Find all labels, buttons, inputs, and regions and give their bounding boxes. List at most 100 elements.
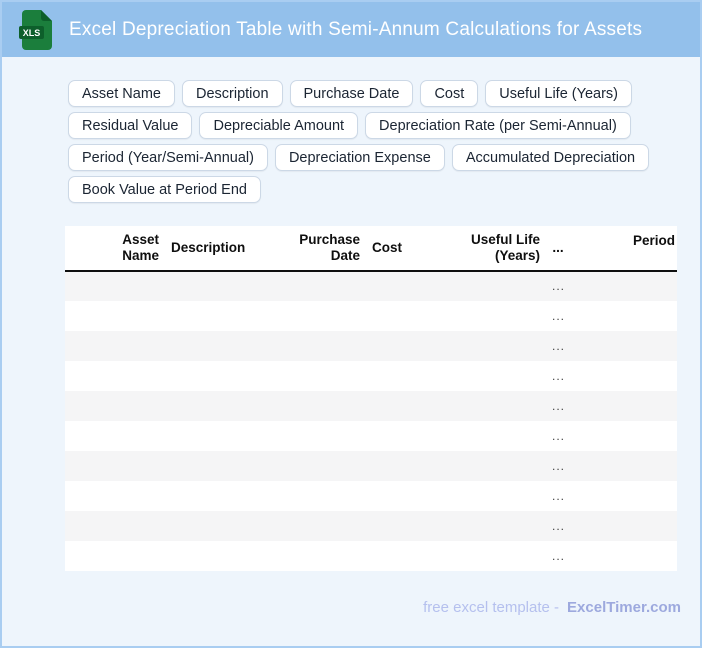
footer: free excel template - ExcelTimer.com <box>2 599 700 616</box>
table-cell <box>275 541 366 571</box>
table-cell-ellipsis: ... <box>552 368 566 383</box>
field-chip: Cost <box>420 80 479 107</box>
footer-brand-link[interactable]: ExcelTimer.com <box>567 598 681 616</box>
table-cell <box>165 541 275 571</box>
table-cell <box>65 421 165 451</box>
table-cell <box>570 271 677 301</box>
col-header-ellipsis: ... <box>546 226 570 272</box>
field-chip: Depreciation Rate (per Semi-Annual) <box>365 112 631 139</box>
table-cell <box>430 361 546 391</box>
table-cell <box>65 481 165 511</box>
chip-row: Book Value at Period End <box>68 176 700 203</box>
table-cell <box>65 541 165 571</box>
field-chip: Depreciable Amount <box>199 112 359 139</box>
table-cell <box>65 391 165 421</box>
table-cell <box>165 271 275 301</box>
table-body: .............................. <box>65 270 677 571</box>
table-cell <box>275 391 366 421</box>
table-cell <box>570 301 677 331</box>
table-cell <box>570 511 677 541</box>
table-cell-ellipsis: ... <box>552 518 566 533</box>
table-cell <box>570 361 677 391</box>
preview-table-wrap: Asset Name Description Purchase Date Cos… <box>65 226 677 571</box>
table-cell <box>570 541 677 571</box>
table-cell <box>165 391 275 421</box>
table-cell <box>366 301 430 331</box>
table-cell <box>65 331 165 361</box>
table-cell <box>366 451 430 481</box>
table-cell <box>430 421 546 451</box>
table-cell <box>65 271 165 301</box>
table-cell <box>430 511 546 541</box>
table-row: ... <box>65 510 677 541</box>
table-cell <box>165 301 275 331</box>
table-cell <box>275 271 366 301</box>
field-chip: Description <box>181 80 283 107</box>
table-cell <box>275 361 366 391</box>
table-cell <box>275 511 366 541</box>
table-cell <box>366 391 430 421</box>
table-row: ... <box>65 540 677 571</box>
table-row: ... <box>65 420 677 451</box>
table-cell <box>430 391 546 421</box>
table-row: ... <box>65 360 677 391</box>
table-cell <box>430 541 546 571</box>
field-chip: Period (Year/Semi-Annual) <box>68 144 268 171</box>
table-row: ... <box>65 450 677 481</box>
table-cell <box>65 451 165 481</box>
table-cell <box>165 481 275 511</box>
table-cell <box>275 331 366 361</box>
table-row: ... <box>65 480 677 511</box>
col-header-period: Period <box>570 226 677 272</box>
col-header-asset-name: Asset Name <box>65 226 165 272</box>
table-cell <box>430 271 546 301</box>
col-header-cost: Cost <box>366 226 430 272</box>
col-header-useful-life: Useful Life (Years) <box>430 226 546 272</box>
xls-icon-label: XLS <box>23 28 41 38</box>
col-header-description: Description <box>165 226 275 272</box>
field-chip: Purchase Date <box>289 80 414 107</box>
table-cell <box>165 331 275 361</box>
field-chip: Depreciation Expense <box>274 144 445 171</box>
table-cell-ellipsis: ... <box>552 548 566 563</box>
header-bar: XLS Excel Depreciation Table with Semi-A… <box>2 2 700 57</box>
table-cell-ellipsis: ... <box>552 458 566 473</box>
field-chip: Accumulated Depreciation <box>451 144 650 171</box>
chips: Asset Name Description Purchase Date Cost Us… <box>68 80 700 203</box>
field-chip: Residual Value <box>68 112 193 139</box>
page-title: Excel Depreciation Table with Semi-Annum… <box>69 18 643 40</box>
table-cell-ellipsis: ... <box>552 279 566 294</box>
table-row: ... <box>65 300 677 331</box>
chip-row: Period (Year/Semi-Annual) Depreciation Ex… <box>68 144 700 171</box>
table-cell <box>275 421 366 451</box>
table-cell <box>275 451 366 481</box>
table-row: ... <box>65 330 677 361</box>
chip-row: Residual Value Depreciable Amount Deprecia… <box>68 112 700 139</box>
table-row: ... <box>65 270 677 301</box>
table-cell <box>430 481 546 511</box>
table-cell <box>430 331 546 361</box>
field-chip: Book Value at Period End <box>68 176 261 203</box>
table-cell <box>366 481 430 511</box>
table-cell <box>366 511 430 541</box>
table-cell-ellipsis: ... <box>552 338 566 353</box>
table-cell <box>165 361 275 391</box>
field-chip: Useful Life (Years) <box>485 80 633 107</box>
table-cell <box>65 361 165 391</box>
xls-file-icon: XLS <box>19 9 52 50</box>
footer-text: free excel template - <box>423 598 560 616</box>
table-cell <box>430 451 546 481</box>
table-cell <box>570 481 677 511</box>
table-cell <box>570 391 677 421</box>
table-cell <box>275 481 366 511</box>
field-chip: Asset Name <box>68 80 175 107</box>
table-cell <box>275 301 366 331</box>
table-row: ... <box>65 390 677 421</box>
table-cell <box>165 421 275 451</box>
table-cell <box>65 301 165 331</box>
table-cell-ellipsis: ... <box>552 308 566 323</box>
chip-row: Asset Name Description Purchase Date Cost Us… <box>68 80 700 107</box>
table-cell <box>165 511 275 541</box>
table-cell-ellipsis: ... <box>552 428 566 443</box>
